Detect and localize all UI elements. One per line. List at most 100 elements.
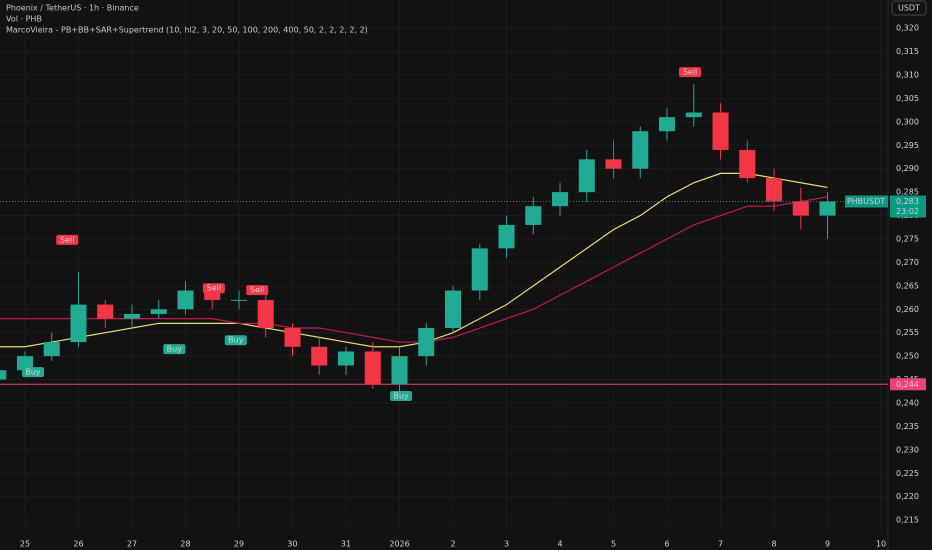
candle-body	[16, 356, 34, 371]
y-tick-label: 0,265	[896, 281, 919, 290]
signal-tag	[390, 390, 413, 401]
candle-body	[659, 117, 676, 132]
candle-body	[230, 299, 248, 301]
candle-body	[685, 112, 702, 118]
candle-body	[97, 304, 114, 319]
x-tick-label: 28	[180, 540, 190, 549]
candle-body	[311, 346, 328, 366]
x-tick-label: 26	[73, 540, 83, 549]
y-tick-label: 0,260	[896, 305, 919, 314]
y-tick-label: 0,295	[896, 141, 919, 150]
candle-body	[257, 299, 274, 329]
signal-label: Buy	[25, 368, 41, 377]
signal-label: Buy	[393, 391, 409, 400]
y-tick-label: 0,255	[896, 328, 919, 337]
y-tick-label: 0,225	[896, 469, 919, 478]
x-tick-label: 29	[234, 540, 244, 549]
signal-tag	[246, 285, 269, 296]
y-tick-label: 0,320	[896, 24, 919, 33]
candle-body	[70, 304, 87, 343]
candle-body	[712, 112, 729, 150]
y-tick-label: 0,215	[896, 516, 919, 525]
y-tick-label: 0,220	[896, 492, 919, 501]
plot: Sell Sell Sell Sell Buy Buy Buy Buy	[0, 67, 888, 401]
y-tick-label: 0,235	[896, 422, 919, 431]
x-tick-label: 9	[825, 540, 830, 549]
candle-body	[150, 309, 167, 314]
moving-average	[0, 172, 828, 348]
y-tick-label: 0,310	[896, 70, 919, 79]
signal-label: Sell	[683, 68, 697, 77]
candle-body	[578, 159, 595, 193]
candle-body	[0, 370, 7, 380]
currency[interactable]: USDT	[898, 4, 920, 13]
candle-body	[819, 201, 836, 216]
x-tick-label: 10	[876, 540, 886, 549]
candle-body	[551, 192, 569, 207]
x-tick-label: 8	[771, 540, 776, 549]
indicator-label: MarcoVieira - PB+BB+SAR+Supertrend (10, …	[6, 26, 368, 35]
candle-body	[605, 159, 622, 169]
candle-body	[337, 351, 355, 366]
y-tick-label: 0,270	[896, 258, 919, 267]
y-tick-label: 0,315	[896, 47, 919, 56]
candle-body	[418, 328, 435, 357]
y-tick-label: 0,230	[896, 445, 919, 454]
candle-body	[498, 224, 515, 249]
price-tag	[890, 195, 926, 218]
signal-label: Sell	[207, 284, 221, 293]
candle-body	[739, 149, 756, 179]
y-tick-label: 0,285	[896, 188, 919, 197]
candle-body	[123, 313, 141, 319]
x-tick-label: 3	[504, 540, 509, 549]
candle-body	[444, 290, 462, 329]
volume-label: Vol · PHB	[6, 15, 42, 24]
candle-body	[391, 356, 408, 385]
price-label: 0,283	[896, 197, 919, 206]
candle-body	[177, 290, 194, 310]
y-tick-label: 0,240	[896, 399, 919, 408]
signal-tag	[202, 283, 225, 294]
x-tick-label: 27	[127, 540, 137, 549]
y-tick-label: 0,250	[896, 352, 919, 361]
x-tick-label: 6	[664, 540, 669, 549]
candle-body	[525, 206, 542, 225]
x-tick-label: 5	[611, 540, 616, 549]
countdown-label: 23:02	[896, 207, 919, 216]
y-tick-label: 0,300	[896, 117, 919, 126]
level-tag	[890, 378, 926, 391]
candle-body	[284, 328, 301, 347]
symbol-label: PHBUSDT	[847, 197, 885, 206]
candle-body	[204, 290, 221, 300]
x-tick-label: 30	[287, 540, 297, 549]
level-label: 0,244	[896, 380, 919, 389]
candle-body	[792, 201, 809, 216]
symbol-tag	[845, 195, 888, 208]
candle-body	[364, 351, 381, 385]
signal-tag	[163, 344, 186, 355]
candle-body	[632, 131, 649, 169]
y-tick-label: 0,275	[896, 234, 919, 243]
y-tick-label: 0,290	[896, 164, 919, 173]
x-tick-label: 31	[341, 540, 351, 549]
signal-label: Sell	[250, 286, 264, 295]
signal-tag	[679, 67, 702, 78]
candle-body	[43, 342, 60, 357]
x-tick-label: 25	[20, 540, 30, 549]
currency-button[interactable]	[891, 0, 927, 16]
signal-label: Buy	[167, 345, 183, 354]
signal-tag	[224, 335, 247, 346]
x-tick-label: 4	[557, 540, 562, 549]
candle-body	[766, 178, 783, 202]
signal-label: Sell	[60, 235, 74, 244]
signal-tag	[22, 367, 45, 378]
x-tick-label: 2	[450, 540, 455, 549]
x-tick-label: 2026	[389, 540, 409, 549]
candle-body	[471, 248, 488, 291]
chart-title: Phoenix / TetherUS · 1h · Binance	[6, 4, 139, 13]
signal-label: Buy	[228, 336, 244, 345]
y-tick-label: 0,305	[896, 94, 919, 103]
signal-tag	[56, 234, 79, 245]
